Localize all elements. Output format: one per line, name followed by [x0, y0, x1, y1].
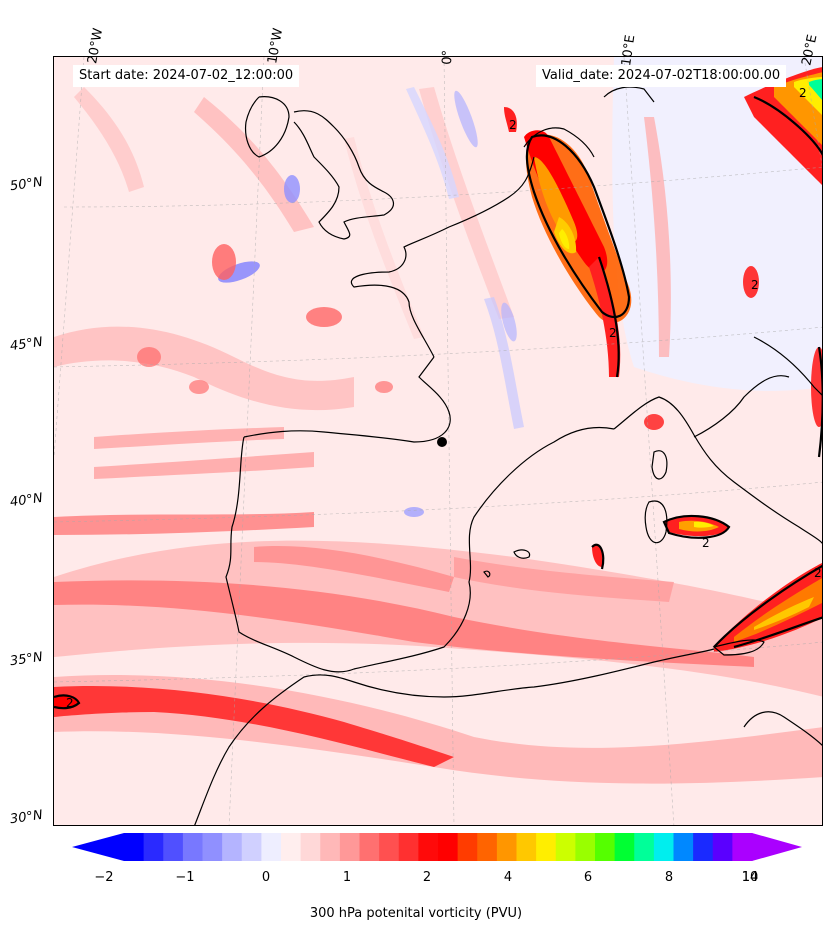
contour-label: 2	[814, 566, 822, 580]
colorbar-swatch	[575, 833, 596, 861]
colorbar-swatch	[438, 833, 459, 861]
colorbar-swatch	[614, 833, 635, 861]
colorbar-swatch	[320, 833, 341, 861]
colorbar-swatch	[693, 833, 714, 861]
colorbar-extend-max	[752, 833, 802, 861]
valid-date-label: Valid_date: 2024-07-02T18:00:00.00	[536, 65, 787, 87]
start-date-label: Start date: 2024-07-02_12:00:00	[73, 65, 300, 87]
pv-high-northeast	[744, 67, 822, 186]
colorbar-swatch	[300, 833, 321, 861]
colorbar-swatch	[202, 833, 223, 861]
lat-label-45n: 45°N	[9, 334, 44, 355]
pv-high-southeast	[592, 516, 822, 652]
colorbar-swatch	[281, 833, 302, 861]
lat-label-30n: 30°N	[9, 807, 44, 828]
colorbar-tick: 14	[741, 870, 759, 885]
colorbar-swatch	[339, 833, 361, 861]
colorbar-swatch	[379, 833, 400, 861]
contour-label: 2	[609, 326, 617, 340]
colorbar-swatch	[241, 833, 262, 861]
colorbar-swatch	[182, 833, 204, 861]
contour-label-group: 2 2 2 2 2 2 2	[66, 86, 822, 710]
colorbar-tick: 1	[342, 870, 352, 885]
map-panel: 2 2 2 2 2 2 2	[53, 56, 823, 826]
colorbar-tick: 0	[261, 870, 271, 885]
colorbar-swatch	[143, 833, 164, 861]
contour-label: 2	[509, 118, 517, 132]
contour-label: 2	[66, 696, 74, 710]
colorbar-swatch	[536, 833, 557, 861]
colorbar-swatch	[222, 833, 243, 861]
lon-label-0: 0°	[440, 49, 456, 65]
contour-label: 2	[702, 536, 710, 550]
contour-label: 2	[799, 86, 807, 100]
pv-map: 2 2 2 2 2 2 2	[54, 57, 822, 825]
lat-label-40n: 40°N	[9, 490, 44, 511]
coastlines	[194, 86, 822, 825]
colorbar-segments	[124, 833, 753, 861]
location-marker	[437, 437, 447, 447]
colorbar-swatch	[163, 833, 184, 861]
colorbar-swatch	[555, 833, 576, 861]
colorbar-swatch	[653, 833, 675, 861]
colorbar-swatch	[261, 833, 282, 861]
pv-field	[54, 57, 822, 784]
lat-label-35n: 35°N	[9, 649, 44, 670]
colorbar-swatch	[595, 833, 616, 861]
colorbar-tick: 8	[664, 870, 674, 885]
colorbar-tick: 10	[741, 870, 759, 885]
colorbar-swatch	[732, 833, 753, 861]
colorbar-swatch	[359, 833, 380, 861]
contour-label: 2	[751, 278, 759, 292]
colorbar	[72, 833, 802, 861]
pv-streamer-north	[504, 107, 632, 377]
colorbar-swatch	[516, 833, 537, 861]
colorbar-swatch	[418, 833, 439, 861]
colorbar-tick: 4	[503, 870, 513, 885]
colorbar-swatch	[634, 833, 655, 861]
pv-contours	[54, 95, 822, 710]
colorbar-swatch	[673, 833, 694, 861]
colorbar-tick: 6	[583, 870, 593, 885]
colorbar-label: 300 hPa potenital vorticity (PVU)	[309, 906, 523, 921]
lat-label-50n: 50°N	[9, 174, 44, 195]
colorbar-swatch	[398, 833, 419, 861]
colorbar-tick: −1	[175, 870, 195, 885]
graticule	[54, 57, 822, 825]
colorbar-swatch	[124, 833, 145, 861]
colorbar-swatch	[496, 833, 518, 861]
colorbar-tick: −2	[94, 870, 114, 885]
colorbar-swatch	[477, 833, 498, 861]
colorbar-swatch	[712, 833, 733, 861]
colorbar-swatch	[457, 833, 478, 861]
colorbar-extend-min	[72, 833, 124, 861]
colorbar-tick: 2	[422, 870, 432, 885]
